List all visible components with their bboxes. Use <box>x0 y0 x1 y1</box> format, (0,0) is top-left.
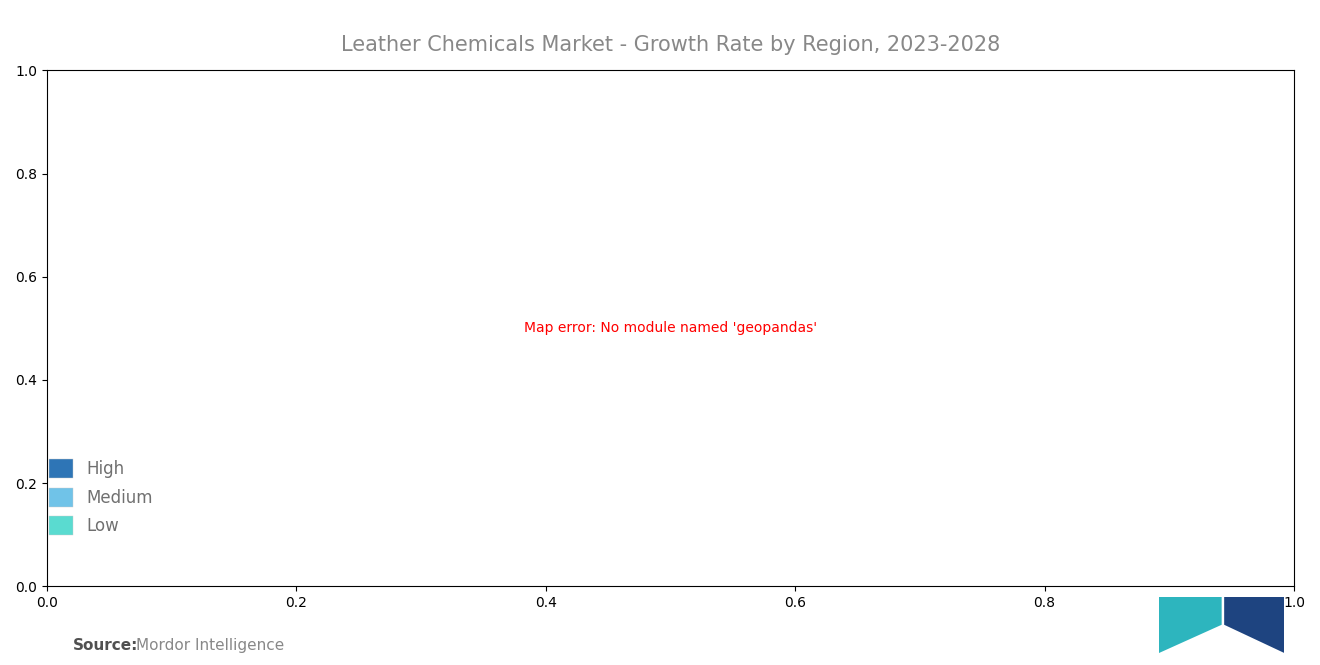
Text: Mordor Intelligence: Mordor Intelligence <box>136 638 284 654</box>
Title: Leather Chemicals Market - Growth Rate by Region, 2023-2028: Leather Chemicals Market - Growth Rate b… <box>341 35 1001 55</box>
Polygon shape <box>1159 597 1221 653</box>
Legend: High, Medium, Low: High, Medium, Low <box>42 452 160 542</box>
Text: Map error: No module named 'geopandas': Map error: No module named 'geopandas' <box>524 321 817 335</box>
Text: Source:: Source: <box>73 638 139 654</box>
Polygon shape <box>1224 597 1284 653</box>
